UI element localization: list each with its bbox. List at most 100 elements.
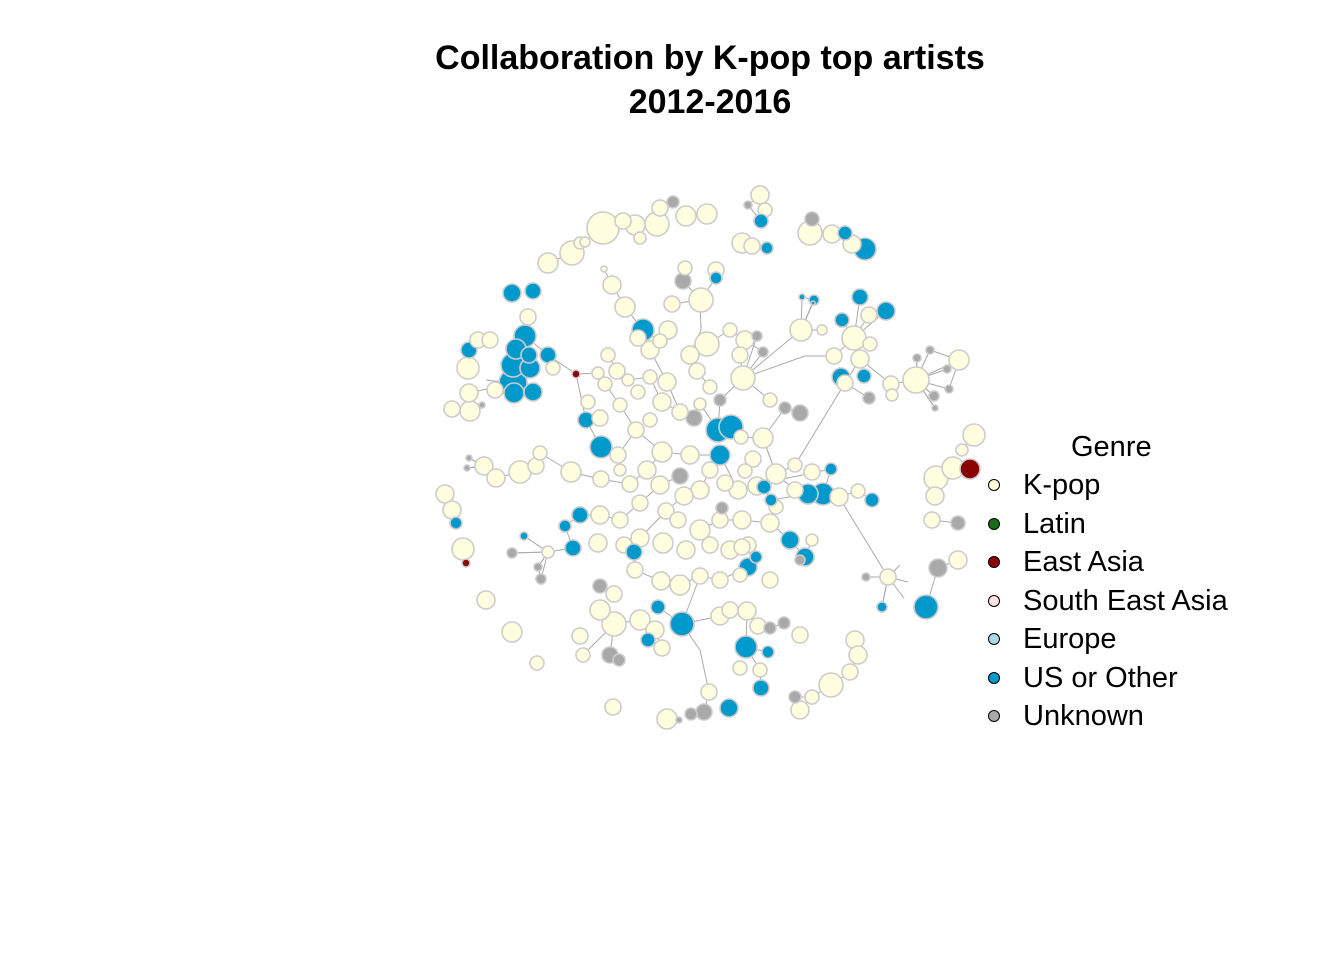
node [558, 519, 572, 533]
node [719, 698, 739, 718]
node [810, 300, 816, 306]
legend-swatch-latin [988, 517, 1000, 530]
chart-title: Collaboration by K-pop top artists 2012-… [310, 36, 1110, 124]
node [850, 349, 870, 369]
node [630, 384, 646, 400]
node [791, 626, 809, 644]
node [777, 616, 791, 630]
node [656, 708, 678, 730]
node [841, 663, 859, 681]
node [824, 462, 838, 476]
legend-item-unknown: Unknown [984, 697, 1284, 736]
node [761, 645, 775, 659]
node [902, 366, 930, 394]
node [788, 690, 802, 704]
node [950, 515, 966, 531]
legend-item-latin: Latin [984, 505, 1284, 544]
node [435, 484, 455, 504]
node [790, 700, 810, 720]
node [804, 211, 820, 227]
node [756, 479, 772, 495]
node [680, 445, 700, 465]
node [600, 265, 608, 273]
node [537, 252, 559, 274]
node [580, 394, 596, 410]
node [463, 464, 471, 472]
legend-item-us-or-other: US or Other [984, 659, 1284, 698]
node [524, 282, 542, 300]
legend-title: Genre [1071, 431, 1152, 463]
node [944, 384, 954, 394]
node [765, 463, 787, 485]
node [715, 501, 729, 515]
edge [838, 496, 889, 578]
node [709, 271, 723, 285]
node [501, 621, 523, 643]
node [862, 391, 876, 405]
node [721, 601, 739, 619]
legend-swatch-unknown [988, 710, 1000, 722]
node [694, 331, 720, 357]
node [621, 475, 639, 493]
node [653, 639, 671, 657]
node [545, 360, 561, 376]
node [752, 662, 768, 678]
node [850, 483, 866, 499]
node [688, 287, 714, 313]
node [575, 647, 591, 663]
node [651, 571, 671, 591]
node [650, 475, 670, 495]
node [786, 481, 804, 499]
node [750, 185, 770, 205]
node [837, 225, 853, 241]
node [702, 379, 718, 395]
node [529, 655, 545, 671]
node [761, 571, 779, 589]
network-nodes [435, 185, 986, 730]
node [860, 306, 878, 324]
node [925, 345, 935, 355]
node [737, 601, 757, 621]
legend-label-east-asia: East Asia [1023, 546, 1144, 578]
node [671, 403, 689, 421]
node [625, 543, 643, 561]
legend-label-unknown: Unknown [1023, 700, 1144, 732]
node [611, 511, 629, 529]
node [923, 511, 941, 529]
node [590, 505, 610, 525]
node [948, 550, 968, 570]
node [602, 275, 622, 295]
node [722, 322, 738, 338]
node [640, 632, 656, 648]
node [789, 318, 813, 342]
node [588, 533, 608, 553]
node [709, 444, 731, 466]
node [523, 382, 543, 402]
node [689, 519, 711, 541]
legend-swatch-europe [988, 633, 1000, 645]
node [864, 492, 880, 508]
node [885, 388, 899, 402]
node [560, 461, 582, 483]
node [876, 301, 896, 321]
node [465, 454, 473, 462]
node [456, 356, 480, 380]
node [642, 412, 658, 428]
node [541, 545, 555, 559]
node [879, 568, 897, 586]
node [856, 368, 872, 384]
node [486, 381, 504, 399]
node [834, 312, 850, 328]
node [461, 558, 471, 568]
node [948, 349, 970, 371]
node [931, 404, 939, 412]
node [519, 531, 529, 541]
node [621, 373, 635, 387]
node [669, 511, 687, 529]
node [732, 660, 748, 676]
node [601, 611, 627, 637]
node [629, 609, 651, 631]
node [749, 550, 763, 564]
legend-item-east-asia: East Asia [984, 543, 1284, 582]
